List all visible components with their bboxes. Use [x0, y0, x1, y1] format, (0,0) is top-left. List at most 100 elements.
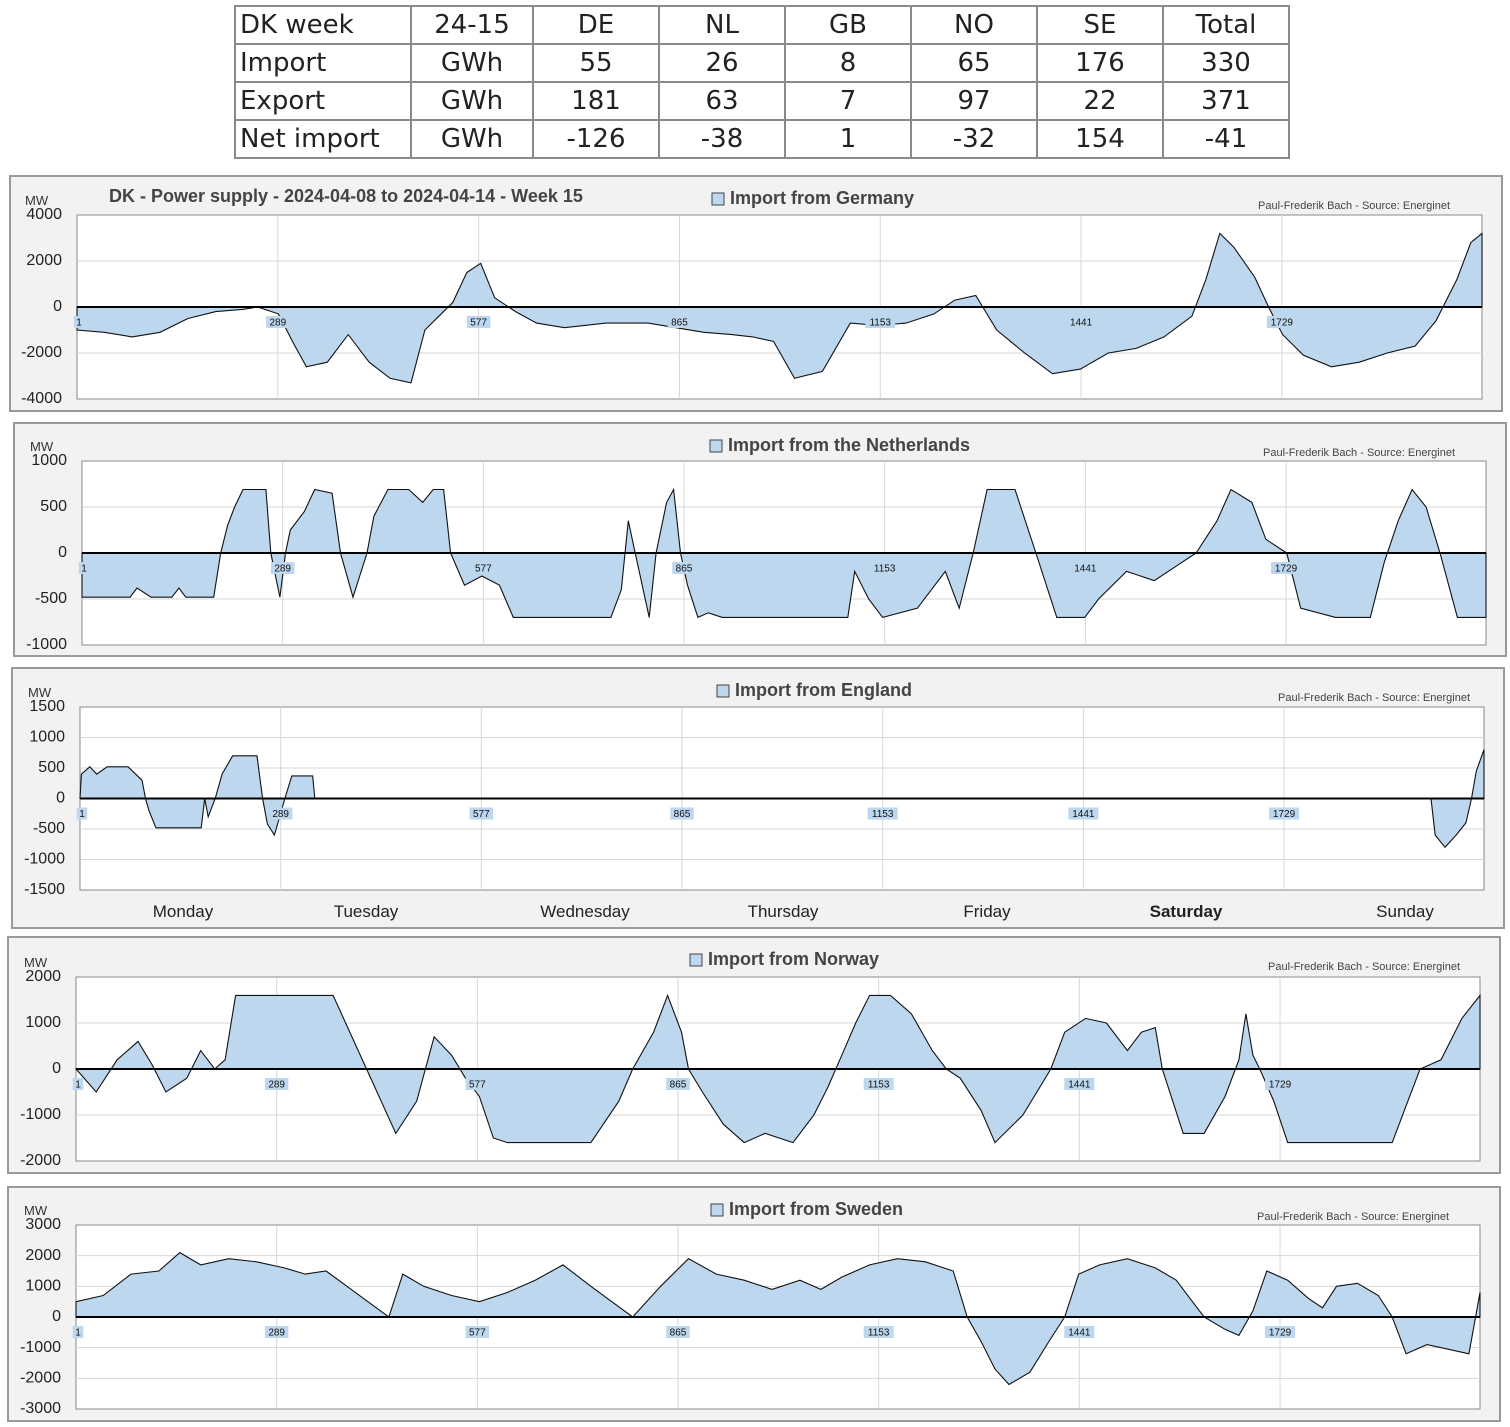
summary-cell: 371: [1162, 81, 1290, 121]
y-tick-label: -1000: [26, 636, 67, 653]
x-tick-label-bg: [1271, 562, 1302, 574]
y-unit-label: MW: [28, 685, 52, 700]
source-label: Paul-Frederik Bach - Source: Energinet: [1278, 692, 1470, 704]
x-tick-label-bg: [666, 1326, 690, 1338]
x-tick-label-bg: [268, 807, 293, 820]
legend-label: Import from England: [735, 680, 912, 700]
x-tick-label-bg: [1064, 1326, 1095, 1338]
summary-cell: 181: [532, 81, 660, 121]
x-tick-label-bg: [672, 562, 696, 574]
source-label: Paul-Frederik Bach - Source: Energinet: [1258, 200, 1450, 212]
legend-swatch: [709, 439, 723, 453]
x-tick-label-bg: [1070, 562, 1101, 574]
x-tick-label: 1729: [1269, 1328, 1292, 1339]
x-tick-label-bg: [1064, 1078, 1095, 1090]
x-tick-label: 1441: [1068, 1328, 1091, 1339]
summary-cell: 176: [1036, 43, 1164, 83]
y-unit-label: MW: [24, 1203, 48, 1218]
y-tick-label: 0: [58, 544, 67, 561]
x-tick-label: 289: [274, 564, 291, 575]
x-tick-label: 289: [268, 1328, 285, 1339]
x-tick-label-bg: [1266, 316, 1297, 328]
x-tick-label-bg: [266, 316, 290, 328]
chart-panel: 3000 2000 1000 0 -1000 -2000 -3000 1 289 577 865 11…: [7, 1186, 1501, 1422]
summary-cell: Import: [234, 43, 412, 83]
import-area-series: [75, 1251, 1481, 1386]
y-tick-label: 3000: [25, 1216, 61, 1233]
legend-swatch: [711, 192, 725, 206]
legend-label: Import from the Netherlands: [728, 435, 970, 455]
summary-cell: GWh: [410, 43, 534, 83]
x-tick-label: 577: [469, 1328, 486, 1339]
x-tick-label-bg: [471, 562, 496, 574]
y-tick-label: 2000: [25, 1247, 61, 1264]
x-tick-label-bg: [666, 1078, 690, 1090]
y-unit-label: MW: [24, 955, 48, 970]
x-tick-label: 865: [670, 1080, 687, 1091]
y-tick-label: 1000: [25, 1278, 61, 1295]
x-tick-label: 865: [674, 809, 691, 820]
y-tick-label: 1000: [25, 1014, 61, 1031]
day-label: Monday: [153, 902, 214, 921]
summary-cell: 55: [532, 43, 660, 83]
y-tick-label: -1500: [24, 881, 65, 898]
summary-cell: 63: [658, 81, 786, 121]
summary-cell: GB: [784, 5, 912, 45]
x-tick-label-bg: [670, 807, 694, 820]
summary-cell: -32: [910, 119, 1038, 159]
summary-cell: 8: [784, 43, 912, 83]
summary-cell: 26: [658, 43, 786, 83]
y-tick-label: -1000: [20, 1106, 61, 1123]
x-tick-label: 1153: [872, 809, 894, 820]
day-label: Friday: [963, 902, 1011, 921]
x-tick-label: 577: [473, 809, 490, 820]
summary-cell: 7: [784, 81, 912, 121]
x-tick-label: 1729: [1271, 318, 1294, 329]
day-label: Thursday: [748, 902, 819, 921]
x-tick-label: 865: [670, 1328, 687, 1339]
y-tick-label: -1000: [20, 1339, 61, 1356]
x-tick-label-bg: [264, 1326, 289, 1338]
x-tick-label-bg: [76, 807, 88, 820]
y-tick-label: 2000: [26, 252, 62, 269]
summary-cell: SE: [1036, 5, 1164, 45]
y-tick-label: 1500: [29, 698, 65, 715]
x-tick-label: 1: [75, 1328, 81, 1339]
summary-cell: 22: [1036, 81, 1164, 121]
chart-title: DK - Power supply - 2024-04-08 to 2024-0…: [109, 186, 583, 206]
x-tick-label: 1153: [868, 1328, 890, 1339]
x-tick-label-bg: [264, 1078, 289, 1090]
summary-cell: NO: [910, 5, 1038, 45]
x-tick-label: 1: [75, 1080, 81, 1091]
x-tick-label-bg: [72, 1078, 84, 1090]
x-tick-label: 1729: [1273, 809, 1296, 820]
x-tick-label: 1441: [1072, 809, 1095, 820]
y-tick-label: 0: [52, 1308, 61, 1325]
x-tick-label: 289: [269, 318, 286, 329]
summary-cell: 1: [784, 119, 912, 159]
summary-header-row: DK week 24-15 DE NL GB NO SE Total: [234, 5, 1290, 45]
day-label: Sunday: [1376, 902, 1434, 921]
x-tick-label-bg: [465, 1078, 490, 1090]
y-tick-label: -4000: [21, 390, 62, 407]
y-unit-label: MW: [30, 439, 54, 454]
x-tick-label: 577: [475, 564, 492, 575]
source-label: Paul-Frederik Bach - Source: Energinet: [1257, 1211, 1449, 1223]
x-tick-label-bg: [863, 1326, 894, 1338]
x-tick-label-bg: [1265, 1078, 1296, 1090]
summary-cell: -126: [532, 119, 660, 159]
x-tick-label-bg: [72, 1326, 84, 1338]
y-tick-label: 4000: [26, 206, 62, 223]
chart-svg: 4000 2000 0 -2000 -4000 1 289 577 865 1153 1441 172…: [21, 186, 1483, 407]
summary-cell: 24-15: [410, 5, 534, 45]
x-tick-label: 1: [81, 564, 87, 575]
x-tick-label: 865: [671, 318, 688, 329]
summary-cell: 97: [910, 81, 1038, 121]
summary-cell: 65: [910, 43, 1038, 83]
x-tick-label: 1441: [1068, 1080, 1091, 1091]
y-tick-label: 1000: [31, 452, 67, 469]
day-label: Wednesday: [540, 902, 630, 921]
y-tick-label: 0: [53, 298, 62, 315]
y-unit-label: MW: [25, 193, 49, 208]
chart-panel: 1000 500 0 -500 -1000 1 289 577 865 1153 1441 1729 M…: [13, 422, 1507, 657]
